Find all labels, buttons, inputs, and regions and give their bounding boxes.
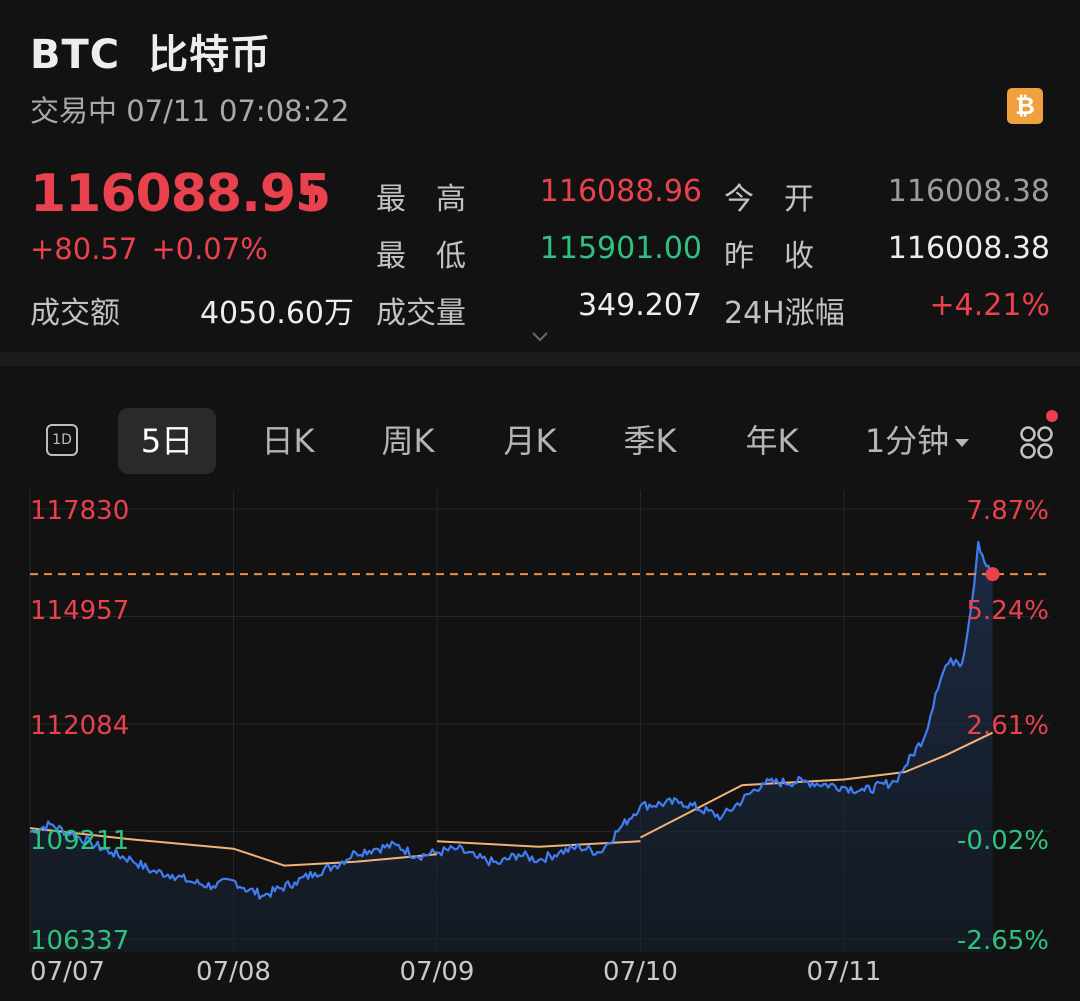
up-arrow-icon bbox=[302, 183, 322, 211]
y-tick-label-left: 117830 bbox=[30, 496, 129, 526]
low-label: 最 低 bbox=[376, 239, 466, 274]
change24h-value: +4.21% bbox=[929, 288, 1050, 323]
avg-line-segment bbox=[640, 731, 994, 839]
low-value: 115901.00 bbox=[539, 231, 702, 266]
trading-status: 交易中 07/11 07:08:22 bbox=[30, 88, 349, 130]
price-change: +80.57 +0.07% bbox=[30, 232, 268, 266]
section-divider bbox=[0, 352, 1080, 366]
tab-5-day[interactable]: 5日 bbox=[118, 408, 216, 474]
x-tick-label: 07/07 bbox=[30, 957, 105, 987]
bitcoin-badge-icon[interactable]: ₿ bbox=[1007, 88, 1043, 124]
y-tick-label-right: -2.65% bbox=[957, 926, 1049, 956]
x-tick-label: 07/09 bbox=[400, 957, 475, 987]
volume-value: 349.207 bbox=[577, 288, 702, 323]
high-label: 最 高 bbox=[376, 182, 466, 217]
price-line bbox=[29, 540, 994, 900]
change-amount: +80.57 bbox=[30, 232, 138, 266]
y-tick-label-left: 112084 bbox=[30, 711, 129, 741]
notification-dot bbox=[1046, 410, 1058, 422]
high-value: 116088.96 bbox=[539, 174, 702, 209]
period-tab-bar: 1D 5日 日K 周K 月K 季K 年K 1分钟 bbox=[0, 408, 1080, 474]
tab-monthly-k[interactable]: 月K bbox=[503, 422, 557, 460]
caret-down-icon bbox=[955, 439, 970, 447]
tab-weekly-k[interactable]: 周K bbox=[381, 422, 435, 460]
avg-line-segment bbox=[29, 827, 438, 867]
current-price-marker bbox=[985, 567, 1000, 582]
x-tick-label: 07/10 bbox=[603, 957, 678, 987]
prev-close-label: 昨 收 bbox=[724, 239, 814, 274]
symbol-name: 比特币 bbox=[148, 32, 272, 78]
y-tick-label-right: -0.02% bbox=[957, 826, 1049, 856]
y-tick-label-left: 114957 bbox=[30, 596, 129, 626]
current-price: 116088.95 bbox=[30, 164, 331, 224]
tab-quarterly-k[interactable]: 季K bbox=[623, 422, 677, 460]
1d-toggle-icon[interactable]: 1D bbox=[46, 424, 78, 456]
turnover-label: 成交额 bbox=[30, 296, 120, 331]
y-tick-label-left: 109211 bbox=[30, 826, 129, 856]
y-tick-label-right: 5.24% bbox=[966, 596, 1049, 626]
turnover-value: 4050.60万 bbox=[199, 296, 354, 331]
y-tick-label-right: 2.61% bbox=[966, 711, 1049, 741]
prev-close-value: 116008.38 bbox=[887, 231, 1050, 266]
x-tick-label: 07/08 bbox=[196, 957, 271, 987]
volume-label: 成交量 bbox=[376, 296, 466, 331]
symbol-code: BTC bbox=[30, 32, 121, 78]
avg-line-segment bbox=[436, 840, 641, 848]
average-price-line bbox=[29, 731, 994, 867]
status-text: 交易中 bbox=[30, 94, 118, 128]
y-tick-label-right: 7.87% bbox=[966, 496, 1049, 526]
grid-menu-icon[interactable] bbox=[1018, 422, 1058, 462]
tab-1-minute-label: 1分钟 bbox=[864, 422, 950, 460]
intraday-chart[interactable]: 117830 114957 112084 109211 106337 7.87% 5.24%… bbox=[0, 480, 1080, 1001]
price-area-fill bbox=[30, 541, 993, 952]
open-label: 今 开 bbox=[724, 182, 814, 217]
open-value: 116008.38 bbox=[887, 174, 1050, 209]
symbol-title: BTC 比特币 bbox=[30, 22, 271, 80]
tab-1-minute-dropdown[interactable]: 1分钟 bbox=[852, 408, 982, 474]
tab-yearly-k[interactable]: 年K bbox=[745, 422, 799, 460]
x-tick-label: 07/11 bbox=[807, 957, 882, 987]
tab-daily-k[interactable]: 日K bbox=[261, 422, 315, 460]
change24h-label: 24H涨幅 bbox=[724, 296, 845, 331]
y-tick-label-left: 106337 bbox=[30, 926, 129, 956]
chevron-down-icon[interactable] bbox=[530, 330, 550, 344]
status-datetime: 07/11 07:08:22 bbox=[126, 94, 350, 128]
change-percent: +0.07% bbox=[151, 232, 268, 266]
